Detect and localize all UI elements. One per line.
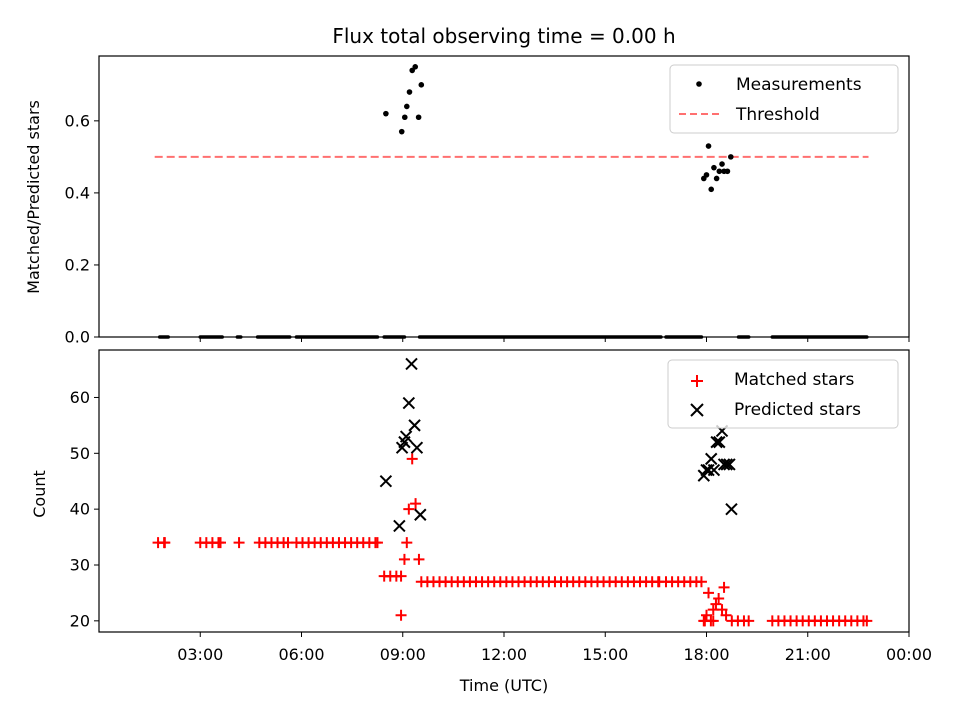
bottom-legend-box <box>667 359 899 429</box>
x-tick-label: 12:00 <box>481 645 527 664</box>
legend-measurements-label: Measurements <box>736 75 862 95</box>
matched-point <box>406 453 418 465</box>
top-y-tick-label: 0.4 <box>65 183 90 202</box>
chart-title: Flux total observing time = 0.00 h <box>332 24 675 48</box>
measurement-point <box>724 168 731 175</box>
matched-point <box>215 537 226 549</box>
predicted-point <box>725 502 738 516</box>
predicted-point <box>408 419 421 432</box>
predicted-point <box>713 435 726 449</box>
bottom-y-axis-label: Count <box>30 470 49 518</box>
predicted-point <box>723 458 736 471</box>
predicted-point <box>410 441 424 454</box>
x-axis-label: Time (UTC) <box>459 676 548 695</box>
predicted-point <box>399 430 413 443</box>
measurement-point <box>418 82 425 88</box>
matched-point <box>713 592 725 604</box>
bottom-y-tick-label: 20 <box>70 611 90 630</box>
top-legend: Measurements Threshold <box>669 64 899 134</box>
legend-threshold-label: Threshold <box>735 105 820 125</box>
predicted-point <box>402 396 416 410</box>
bottom-legend: Matched stars Predicted stars <box>667 359 899 429</box>
top-legend-box <box>669 64 899 134</box>
measurement-point <box>401 114 408 121</box>
matched-point <box>698 615 710 627</box>
predicted-point <box>720 458 733 471</box>
matched-point <box>703 587 715 599</box>
predicted-point <box>379 475 393 488</box>
measurement-point <box>711 164 717 171</box>
x-tick-label: 21:00 <box>785 645 831 664</box>
measurement-point <box>415 114 422 121</box>
x-tick-label: 06:00 <box>278 645 324 664</box>
measurement-point <box>713 175 720 182</box>
matched-point <box>371 537 383 549</box>
x-tick-label: 03:00 <box>177 645 223 664</box>
matched-point <box>707 615 719 627</box>
x-tick-label: 09:00 <box>380 645 426 664</box>
bottom-y-tick-label: 30 <box>70 555 90 574</box>
measurement-point <box>703 172 710 178</box>
bottom-y-tick-label: 40 <box>70 500 90 519</box>
measurement-point <box>383 110 389 117</box>
predicted-point <box>707 463 721 477</box>
predicted-point <box>393 519 406 533</box>
predicted-point <box>414 508 427 521</box>
matched-point <box>718 581 730 593</box>
matched-point <box>695 576 707 588</box>
matched-point <box>398 553 410 565</box>
matched-point <box>410 498 422 510</box>
legend-predicted-marker <box>690 403 704 417</box>
predicted-point <box>705 452 718 466</box>
bottom-plot-frame <box>98 349 910 633</box>
matched-point <box>401 537 413 549</box>
legend-measurements-marker <box>696 81 702 87</box>
matched-point <box>233 537 245 549</box>
top-plot-frame <box>98 55 910 338</box>
star-count-panel: Count Time (UTC) 20 30 40 50 60 03:00 06:00 09:… <box>30 349 932 695</box>
legend-matched-marker <box>691 375 703 387</box>
matched-point <box>710 598 722 610</box>
measurement-point <box>728 154 734 160</box>
matched-point <box>743 615 755 627</box>
bottom-y-tick-label: 50 <box>70 444 90 463</box>
predicted-point <box>710 435 723 449</box>
predicted-point <box>405 357 418 371</box>
matched-point <box>701 609 712 621</box>
matched-point <box>403 503 415 515</box>
x-tick-label: 18:00 <box>683 645 729 664</box>
legend-predicted-label: Predicted stars <box>734 400 861 420</box>
matched-point <box>716 604 728 616</box>
matched-point <box>395 609 407 621</box>
matched-point <box>861 615 873 627</box>
measurement-point <box>406 89 413 95</box>
top-y-tick-label: 0.6 <box>65 111 90 130</box>
matched-point <box>720 609 732 621</box>
measurement-point <box>708 186 715 193</box>
x-tick-label: 15:00 <box>582 645 628 664</box>
measurement-point <box>716 168 723 175</box>
top-y-axis-label: Matched/Predicted stars <box>24 100 43 294</box>
legend-matched-label: Matched stars <box>734 370 854 390</box>
measurement-point <box>398 128 405 135</box>
predicted-point <box>702 463 715 477</box>
x-tick-label: 00:00 <box>886 645 932 664</box>
matched-point <box>395 570 407 582</box>
predicted-point <box>717 458 731 471</box>
top-y-tick-label: 0.0 <box>65 328 90 347</box>
measurement-point <box>705 143 712 149</box>
measurement-point <box>412 64 419 70</box>
bottom-y-tick-label: 60 <box>70 388 90 407</box>
top-y-tick-label: 0.2 <box>65 255 90 274</box>
flux-ratio-panel: Flux total observing time = 0.00 h Match… <box>24 24 910 347</box>
matched-point <box>413 553 425 565</box>
measurement-point <box>719 161 725 167</box>
matched-point <box>159 537 171 549</box>
measurement-point <box>404 103 410 110</box>
